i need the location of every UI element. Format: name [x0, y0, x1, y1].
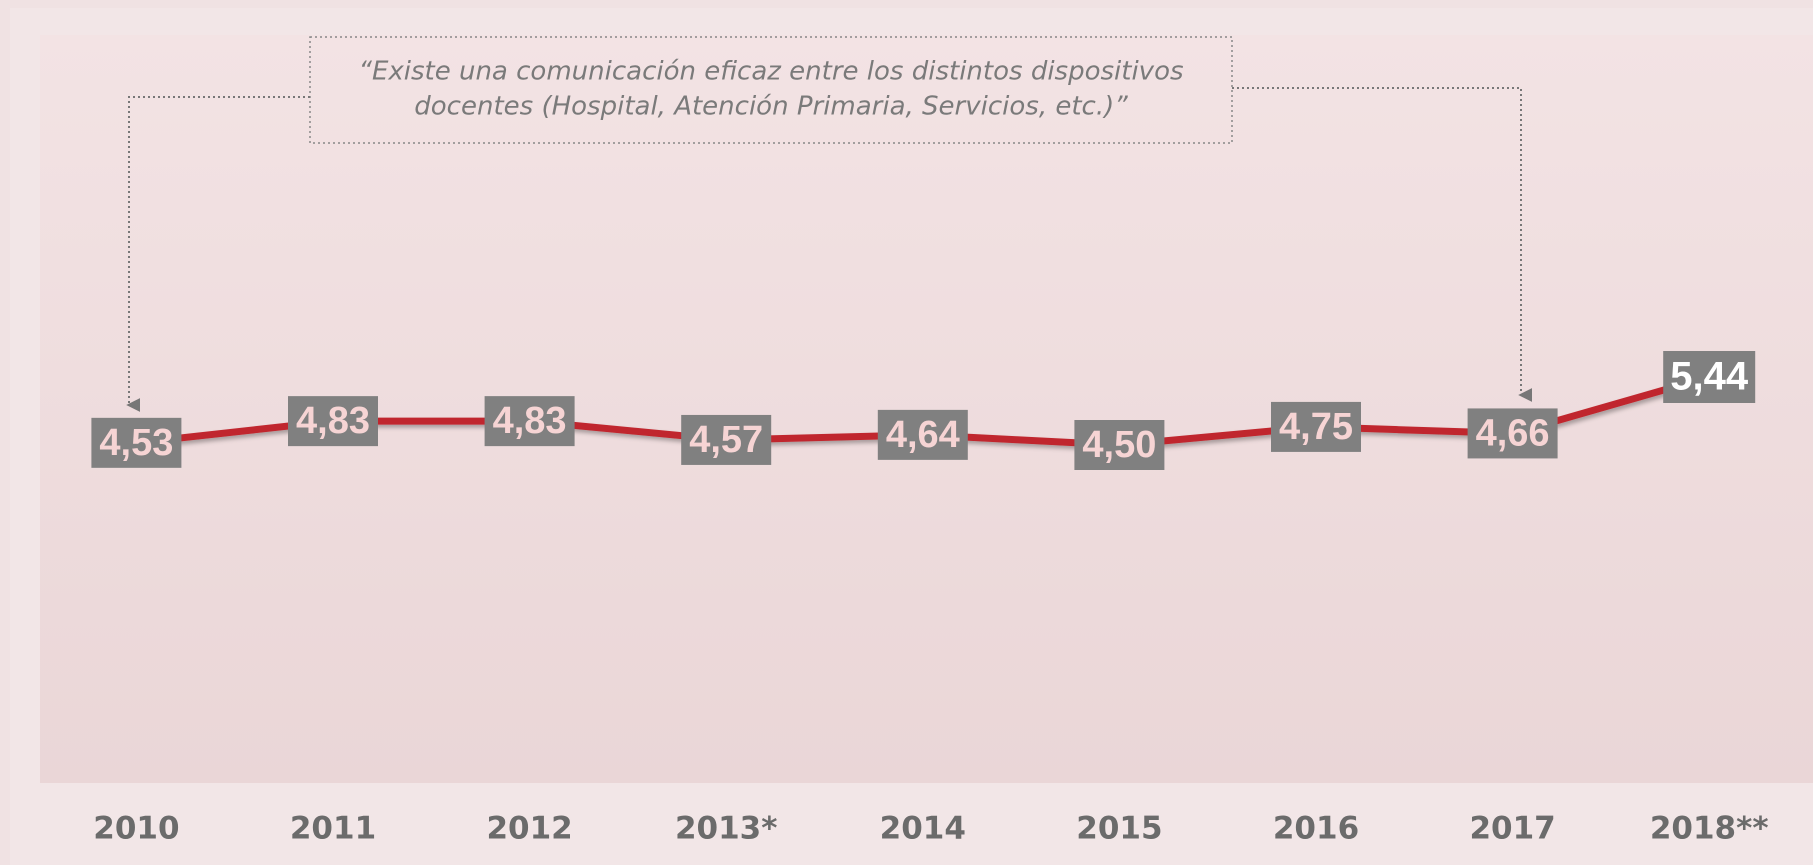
- x-tick-label: 2010: [93, 811, 179, 847]
- value-label-box: [484, 396, 575, 447]
- value-label-box: [1467, 408, 1558, 459]
- x-tick-label: 2018**: [1650, 811, 1769, 847]
- annotation-box: [309, 36, 1233, 144]
- value-label-box: [681, 414, 772, 465]
- x-tick-label: 2014: [880, 811, 966, 847]
- x-tick-label: 2017: [1469, 811, 1555, 847]
- annotation-arrow: [126, 96, 310, 412]
- value-label: 4,64: [886, 414, 960, 456]
- annotation-text: docentes (Hospital, Atención Primaria, S…: [414, 92, 1128, 122]
- x-tick-label: 2015: [1076, 811, 1162, 847]
- value-label: 5,44: [1670, 355, 1749, 399]
- value-label: 4,75: [1279, 406, 1353, 448]
- value-label-box: [288, 396, 378, 447]
- value-label: 4,57: [689, 419, 763, 461]
- x-tick-label: 2013*: [675, 811, 778, 847]
- value-label: 4,83: [296, 400, 370, 442]
- value-label: 4,53: [99, 422, 173, 464]
- value-label-box: [1663, 351, 1756, 403]
- value-label-box: [91, 417, 182, 468]
- annotation-text: “Existe una comunicación eficaz entre lo…: [358, 57, 1183, 87]
- value-label-box: [1271, 401, 1361, 452]
- x-tick-label: 2012: [486, 811, 572, 847]
- value-label: 4,83: [493, 400, 567, 442]
- value-label-box: [877, 409, 968, 460]
- value-label: 4,50: [1082, 424, 1156, 466]
- annotation-arrow: [1232, 87, 1533, 402]
- x-tick-label: 2011: [290, 811, 376, 847]
- value-label-box: [1074, 420, 1165, 470]
- value-label: 4,66: [1476, 412, 1550, 454]
- x-tick-label: 2016: [1273, 811, 1359, 847]
